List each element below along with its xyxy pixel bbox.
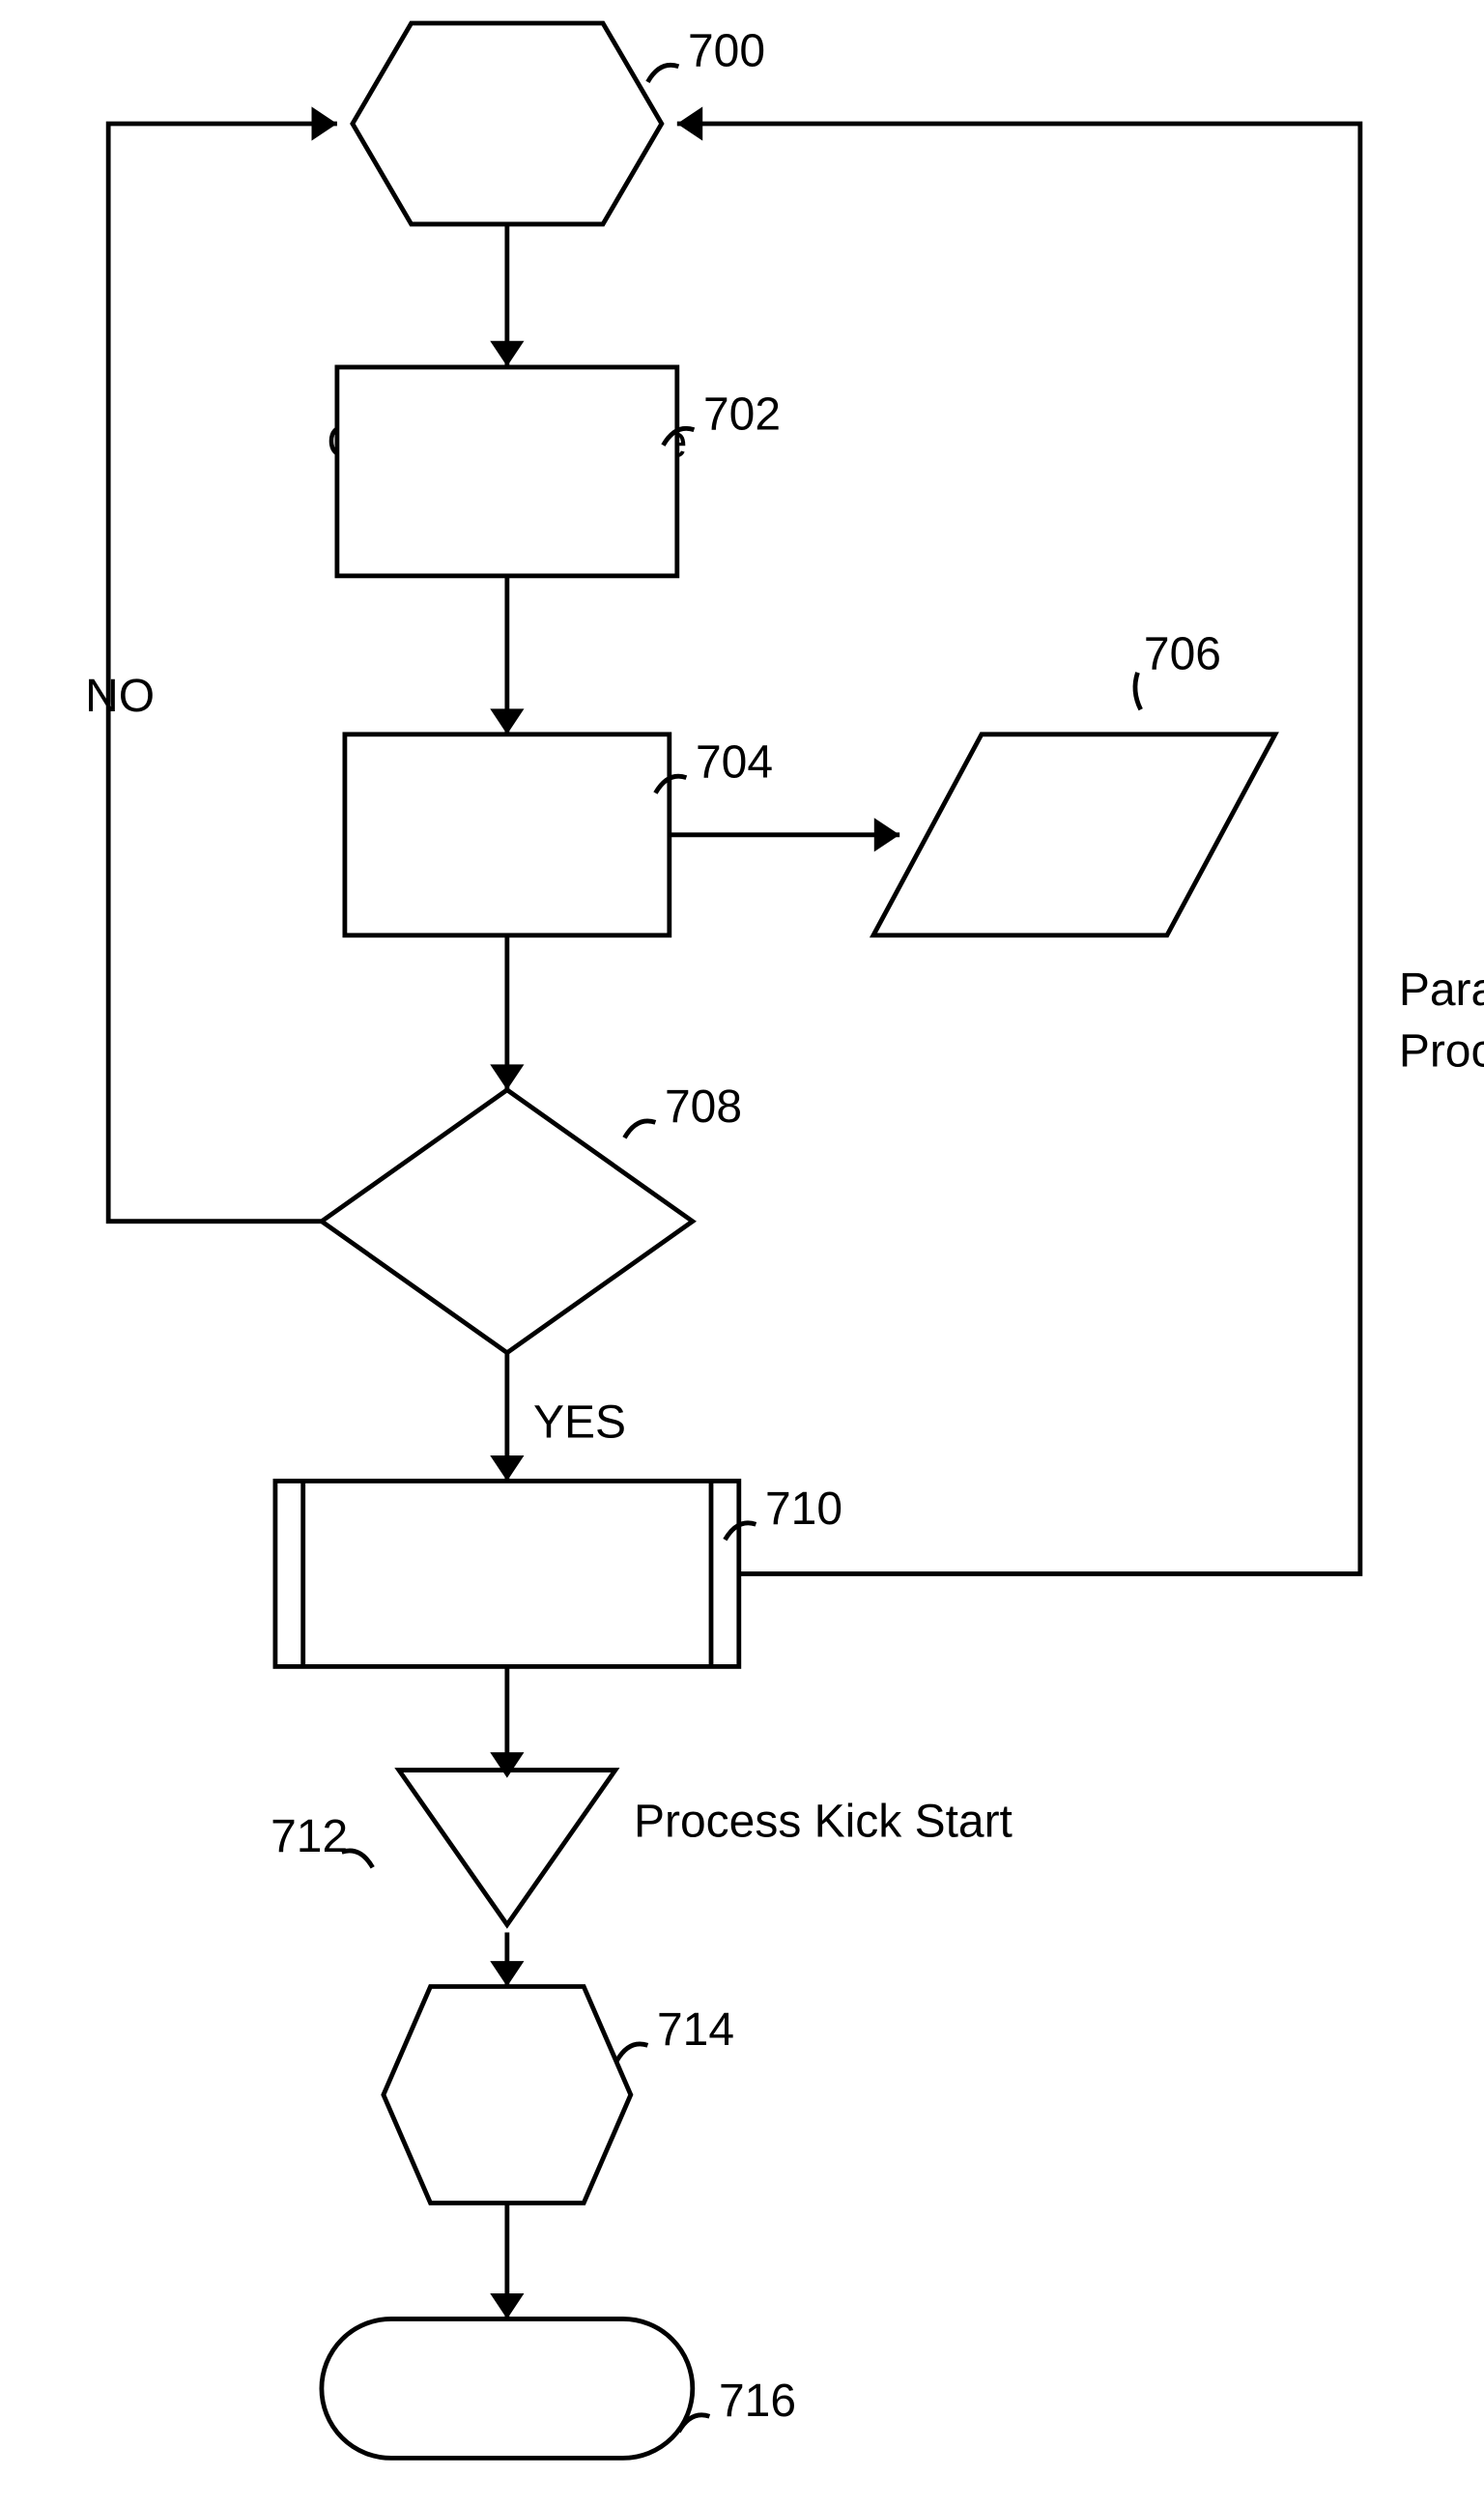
svg-text:Process Kick Start: Process Kick Start — [634, 1796, 1013, 1847]
svg-text:Process: Process — [1399, 1026, 1484, 1078]
svg-text:704: 704 — [696, 736, 773, 788]
svg-text:NO: NO — [85, 671, 155, 722]
svg-text:706: 706 — [1144, 629, 1221, 680]
svg-text:YES: YES — [533, 1397, 626, 1449]
svg-text:710: 710 — [765, 1483, 842, 1535]
svg-text:700: 700 — [688, 26, 765, 77]
svg-text:702: 702 — [703, 389, 781, 441]
svg-text:714: 714 — [657, 2004, 734, 2056]
svg-text:Parallel: Parallel — [1399, 965, 1484, 1016]
svg-text:708: 708 — [665, 1081, 742, 1133]
svg-text:712: 712 — [271, 1811, 348, 1862]
svg-text:716: 716 — [719, 2376, 796, 2427]
